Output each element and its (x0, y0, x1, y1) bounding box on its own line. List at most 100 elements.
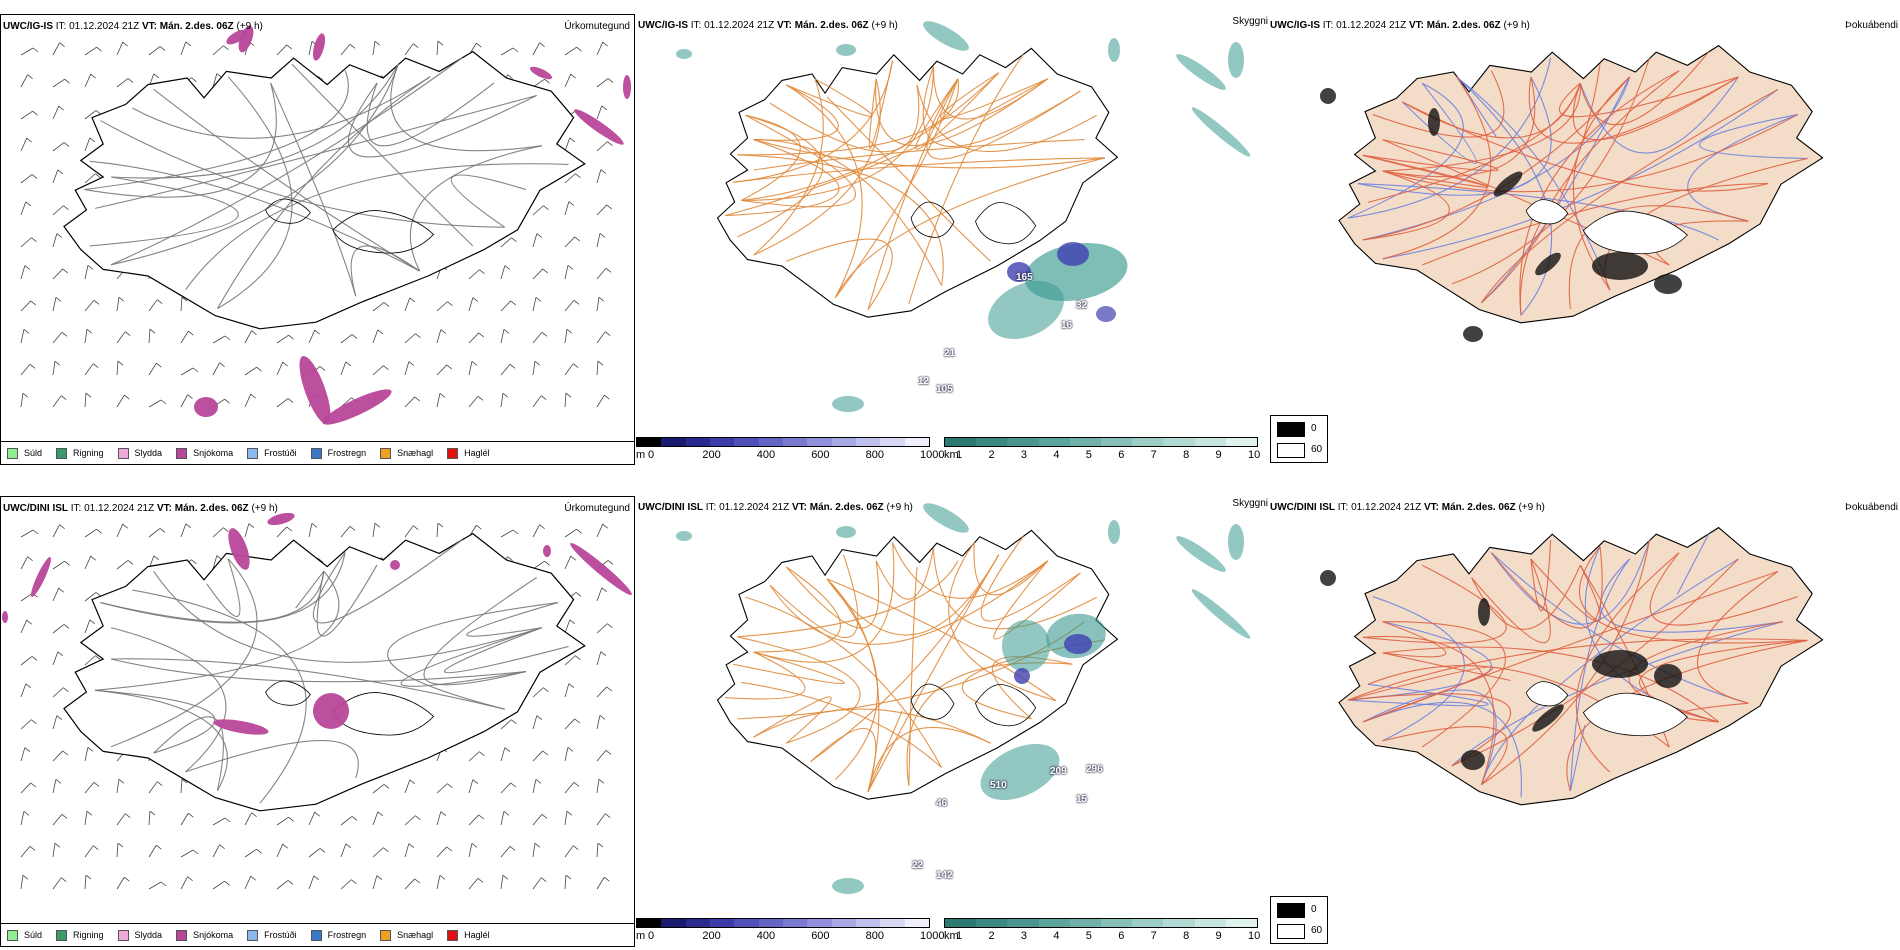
colorbar-tick: 6 (1118, 449, 1125, 461)
wind-barb (20, 747, 26, 762)
wind-barb (317, 557, 324, 563)
road-line (1382, 652, 1511, 681)
legend-item: Frostregn (310, 929, 367, 941)
wind-barb (447, 783, 453, 788)
wind-barb (436, 846, 448, 858)
wind-barb (572, 363, 579, 368)
wind-barb (607, 78, 614, 83)
wind-barb (93, 781, 100, 787)
wind-barb (181, 296, 188, 302)
wind-barb (372, 41, 376, 56)
legend-swatch (380, 929, 392, 941)
road-line (1530, 540, 1552, 612)
wind-barb (415, 815, 421, 820)
colorbar-tick: 200 (702, 449, 721, 461)
panel-name: Skyggni (1232, 498, 1268, 509)
colorbar-tick: 3 (1020, 930, 1027, 942)
low-ceiling-area (1064, 634, 1092, 654)
wind-barb (596, 843, 599, 858)
legend-label: Slydda (134, 448, 163, 458)
colorbar-swatch (758, 438, 783, 446)
wind-barb (574, 718, 580, 724)
snowfall-area (529, 66, 553, 80)
wind-barb (596, 105, 603, 120)
wind-barb (477, 395, 484, 401)
wind-barb (596, 779, 600, 794)
road-line (1357, 76, 1552, 196)
road-line (908, 566, 918, 786)
wind-barb (468, 396, 479, 408)
road-line (753, 139, 1106, 169)
wind-barb (340, 44, 351, 56)
glacier-outline (975, 202, 1037, 245)
wind-barb (180, 367, 194, 376)
wind-barb (124, 876, 130, 882)
wind-barb (52, 877, 62, 890)
legend-label: Snæhagl (397, 448, 434, 458)
wind-barb (116, 361, 119, 376)
low-visibility-area (836, 44, 856, 56)
wind-barb (374, 522, 381, 528)
wind-barb (30, 782, 36, 788)
wind-barb (319, 366, 326, 371)
wind-barb (412, 43, 419, 48)
road-line (1471, 558, 1551, 644)
legend-label: Rigning (73, 930, 104, 940)
colorbar-tick: 9 (1215, 449, 1222, 461)
wind-barb (478, 814, 484, 820)
wind-barb (149, 328, 156, 334)
colorbar-swatch (685, 438, 710, 446)
wind-barb (116, 779, 120, 794)
panel-name: Þokuábendi (1845, 502, 1898, 513)
wind-barb (532, 843, 536, 858)
colorbar-tick: 600 (811, 930, 830, 942)
colorbar-swatch (1007, 438, 1039, 446)
wind-barb (256, 848, 262, 854)
wind-barb (308, 523, 313, 538)
wind-barb (116, 394, 125, 408)
wind-barb (532, 233, 538, 248)
wind-barb (376, 875, 383, 880)
wind-barb (52, 233, 58, 248)
wind-barb (276, 526, 288, 538)
road-line (908, 54, 1024, 304)
wind-barb (512, 47, 519, 53)
wind-barb (500, 47, 514, 56)
wind-barb (87, 746, 94, 752)
wind-barb (500, 364, 511, 376)
road-line (89, 176, 239, 247)
wind-barb (319, 848, 326, 853)
wind-barb (87, 264, 94, 270)
wind-barb (148, 811, 151, 826)
legend-label: Frostregn (327, 930, 367, 940)
wind-barb (63, 687, 69, 692)
visibility-value-label: 296 (1086, 764, 1103, 775)
road-line (1362, 139, 1499, 172)
wind-barb (86, 810, 93, 816)
road-line (737, 636, 861, 744)
colorbar-strip (944, 918, 1258, 928)
wind-barb (95, 110, 102, 115)
road-line (1362, 154, 1488, 187)
legend-label: Snjókoma (193, 930, 234, 940)
wind-barb (534, 842, 541, 848)
glacier-outline (1525, 199, 1569, 225)
wind-barb (372, 329, 379, 344)
wind-barb (32, 110, 38, 116)
wind-barb (20, 846, 31, 858)
wind-barb (568, 201, 575, 206)
wind-barb (288, 816, 294, 822)
wind-barb (569, 137, 576, 143)
wind-barb (84, 747, 89, 762)
wind-barb (512, 529, 519, 535)
wind-barb (20, 811, 25, 826)
wind-barb (414, 396, 420, 402)
wind-barb (349, 525, 356, 531)
wind-barb (89, 137, 96, 143)
wind-barb (436, 329, 442, 344)
wind-barb (58, 587, 64, 593)
wind-barb (372, 365, 384, 376)
road-line (1451, 621, 1783, 767)
road-line (769, 554, 859, 639)
wind-barb (116, 78, 129, 88)
